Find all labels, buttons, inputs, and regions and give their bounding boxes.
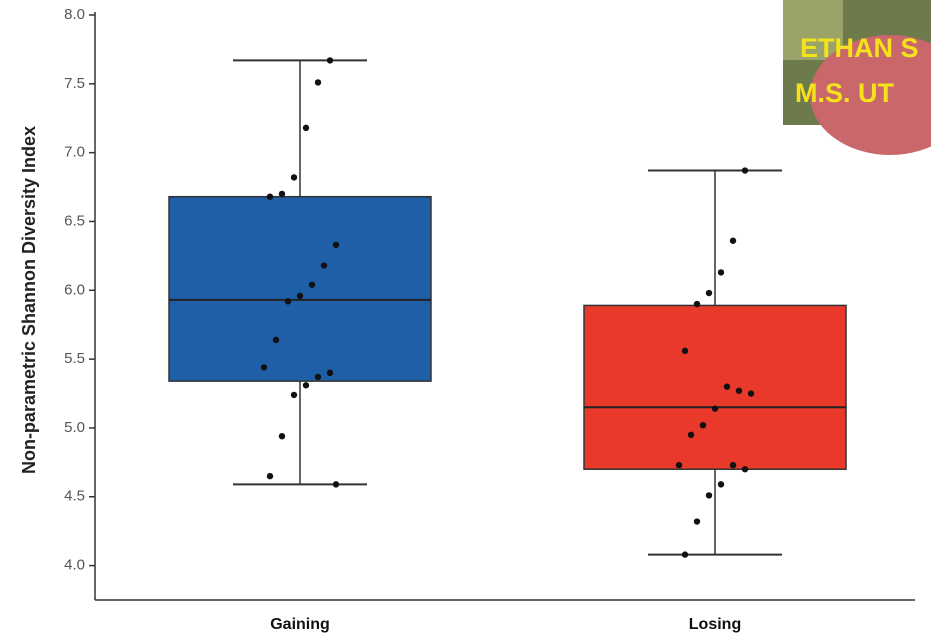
chart: Non-parametric Shannon Diversity Index 4… [0,0,931,637]
data-point [291,392,297,398]
x-tick-label: Losing [689,616,741,633]
y-tick-label: 6.0 [64,281,85,298]
photo: ETHAN S M.S. UT [783,0,931,155]
data-point [706,492,712,498]
overlay-line: M.S. UT [795,78,895,108]
y-tick-label: 8.0 [64,6,85,23]
data-point [718,481,724,487]
data-point [694,301,700,307]
y-tick-label: 4.5 [64,488,85,505]
data-point [333,242,339,248]
data-point [682,551,688,557]
data-point [736,388,742,394]
x-tick-label: Gaining [270,616,330,633]
overlay-line: ETHAN S [800,33,919,63]
data-point [279,433,285,439]
data-point [724,383,730,389]
data-point [676,462,682,468]
data-point [303,382,309,388]
box [169,197,431,381]
data-point [742,167,748,173]
data-point [261,364,267,370]
data-point [273,337,279,343]
data-point [333,481,339,487]
data-point [748,390,754,396]
data-point [327,370,333,376]
data-point [321,262,327,268]
data-point [742,466,748,472]
data-point [315,79,321,85]
data-point [730,462,736,468]
data-point [291,174,297,180]
data-point [712,405,718,411]
data-point [279,191,285,197]
y-axis-title: Non-parametric Shannon Diversity Index [19,126,39,474]
box [584,305,846,469]
data-point [267,473,273,479]
data-point [694,518,700,524]
data-point [706,290,712,296]
y-tick-label: 5.5 [64,350,85,367]
y-tick-label: 4.0 [64,557,85,574]
data-point [303,125,309,131]
data-point [327,57,333,63]
y-tick-label: 7.0 [64,144,85,161]
data-point [285,298,291,304]
data-point [682,348,688,354]
data-point [309,282,315,288]
data-point [730,238,736,244]
data-point [688,432,694,438]
data-point [315,374,321,380]
y-tick-label: 6.5 [64,212,85,229]
data-point [267,193,273,199]
y-tick-label: 5.0 [64,419,85,436]
data-point [700,422,706,428]
y-tick-label: 7.5 [64,75,85,92]
data-point [297,293,303,299]
data-point [718,269,724,275]
